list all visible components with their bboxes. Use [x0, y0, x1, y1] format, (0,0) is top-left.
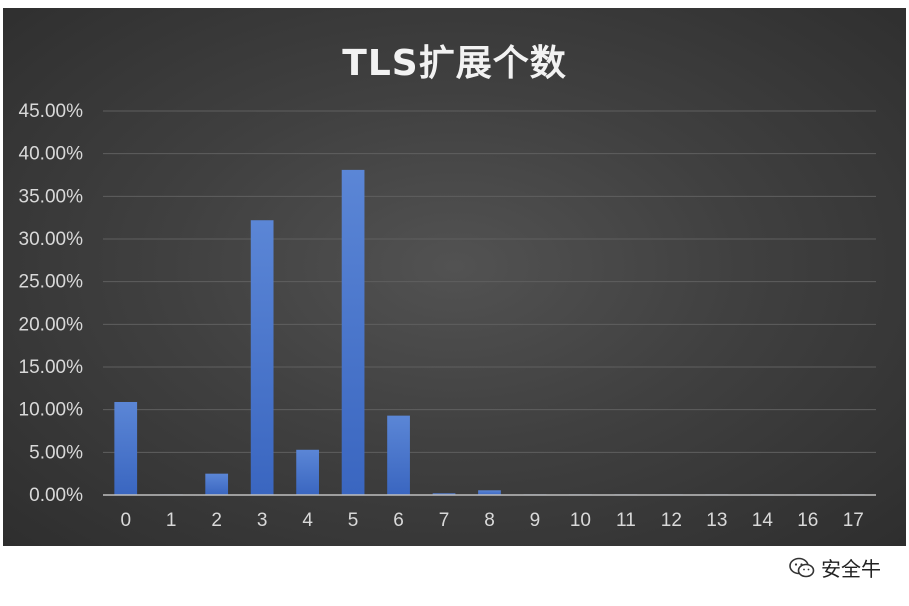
x-axis-ticks: 0 1 2 3 4 5 6 7 8 9 10 11 12 13 14 16 17 [120, 510, 863, 531]
x-tick-label: 6 [393, 510, 404, 531]
y-tick-label: 20.00% [19, 314, 84, 335]
x-tick-label: 8 [484, 510, 495, 531]
y-tick-label: 35.00% [19, 186, 84, 207]
y-tick-label: 15.00% [19, 357, 84, 378]
x-tick-label: 17 [843, 510, 864, 531]
y-tick-label: 0.00% [29, 485, 83, 506]
y-tick-label: 30.00% [19, 229, 84, 250]
bar-6 [387, 415, 410, 495]
bar-8 [478, 490, 501, 495]
bars [114, 169, 865, 495]
x-tick-label: 1 [166, 510, 177, 531]
watermark: 安全牛 [789, 553, 881, 582]
x-tick-label: 13 [706, 510, 727, 531]
x-tick-label: 11 [616, 510, 636, 531]
x-tick-label: 5 [348, 510, 359, 531]
x-tick-label: 2 [211, 510, 222, 531]
bar-4 [296, 449, 319, 495]
y-tick-label: 10.00% [19, 400, 84, 421]
gridlines [103, 110, 876, 453]
x-tick-label: 9 [530, 510, 541, 531]
x-tick-label: 4 [302, 510, 313, 531]
bar-2 [205, 473, 229, 495]
x-tick-label: 14 [752, 510, 774, 531]
x-tick-label: 12 [661, 510, 682, 531]
watermark-text: 安全牛 [821, 557, 881, 581]
bar-5 [341, 169, 365, 495]
y-tick-label: 25.00% [19, 272, 84, 293]
chart-panel: TLS扩展个数 0.00% 5.00% 10.00% 15.00% 20.00% 25.0… [3, 8, 906, 546]
y-axis-ticks: 0.00% 5.00% 10.00% 15.00% 20.00% 25.00% 30.00%… [19, 101, 84, 506]
x-tick-label: 10 [570, 510, 591, 531]
x-tick-label: 16 [797, 510, 818, 531]
bar-3 [250, 220, 274, 495]
wechat-icon [789, 557, 815, 577]
y-tick-label: 40.00% [19, 144, 84, 165]
x-tick-label: 7 [439, 510, 450, 531]
bar-0 [114, 401, 138, 495]
x-tick-label: 0 [120, 510, 131, 531]
x-tick-label: 3 [257, 510, 268, 531]
chart-title: TLS扩展个数 [342, 43, 567, 84]
bar-7 [432, 493, 456, 495]
y-tick-label: 5.00% [29, 442, 83, 463]
y-tick-label: 45.00% [19, 101, 84, 122]
plot-area: 0.00% 5.00% 10.00% 15.00% 20.00% 25.00% 30.00%… [19, 101, 876, 531]
